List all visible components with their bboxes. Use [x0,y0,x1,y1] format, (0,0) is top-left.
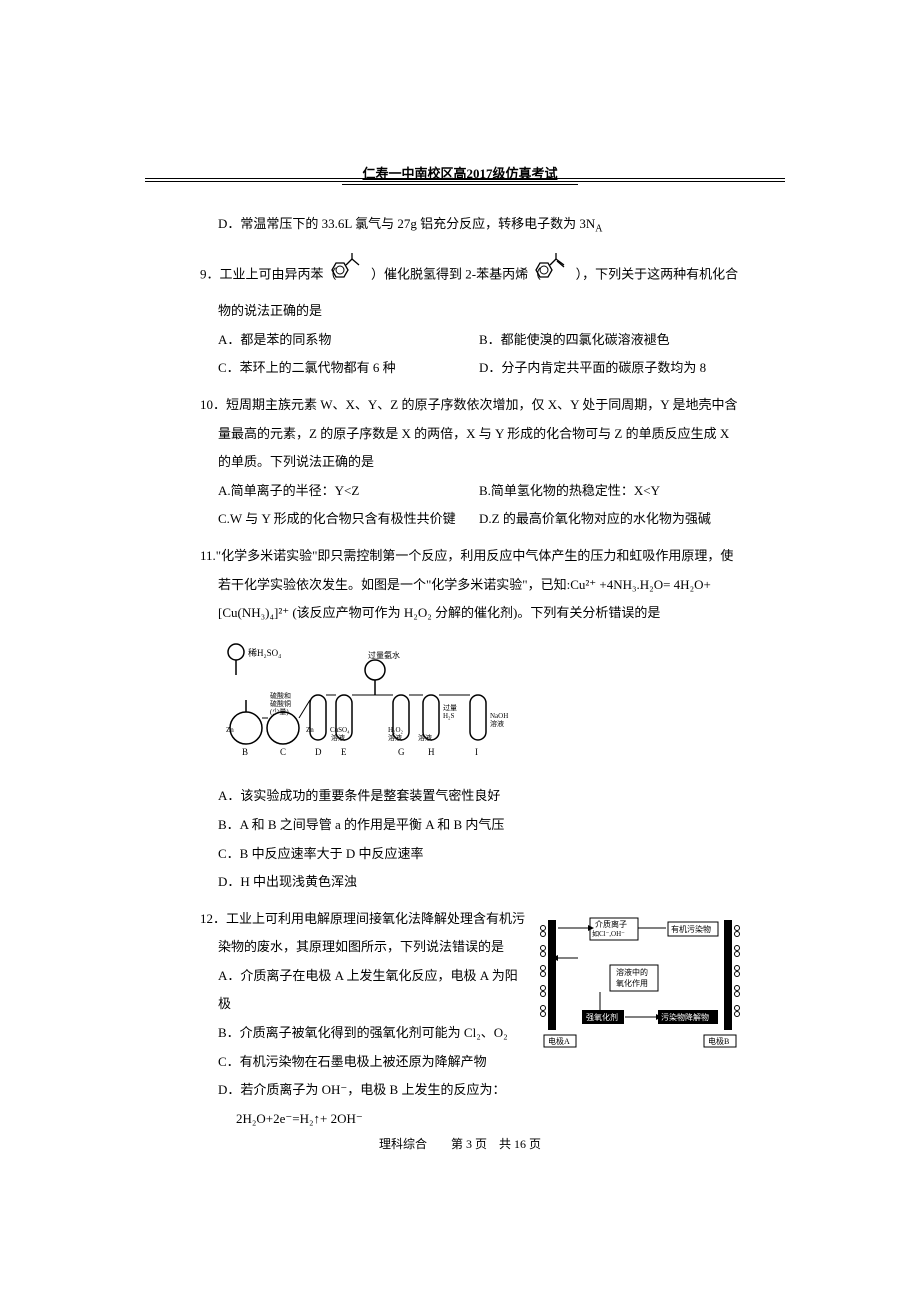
svg-text:CuSO₄: CuSO₄ [330,726,350,734]
svg-text:过量氨水: 过量氨水 [368,650,400,660]
q9-stem: 9．工业上可由异丙苯（ ）催化脱氢得到 2-苯基丙烯（ [218,253,740,298]
q11-num: 11. [200,548,216,563]
q10-optB: B.简单氢化物的热稳定性：X<Y [479,477,740,506]
phenylpropene-icon [546,253,570,298]
electrolysis-icon: 电极A 电极B 介质离子 如Cl⁻,OH⁻ [540,910,740,1050]
q11-optC: C．B 中反应速率大于 D 中反应速率 [218,840,740,869]
q10-optA: A.简单离子的半径：Y<Z [218,477,479,506]
svg-text:介质离子: 介质离子 [595,919,627,929]
q9-options: A．都是苯的同系物 B．都能使溴的四氯化碳溶液褪色 C．苯环上的二氯代物都有 6… [218,326,740,383]
q12-optD-eq: 2H₂O+2e⁻=H₂↑+ 2OH⁻ [236,1105,740,1134]
svg-text:溶液: 溶液 [490,719,504,728]
q9-stem-cont: 物的说法正确的是 [218,297,740,326]
svg-text:Zn: Zn [306,726,314,734]
q9-stem1: 工业上可由异丙苯（ [220,266,337,281]
isopropylbenzene-icon [342,253,366,298]
svg-text:电极B: 电极B [708,1036,729,1046]
question-10: 10．短周期主族元素 W、X、Y、Z 的原子序数依次增加，仅 X、Y 处于同周期… [200,391,740,534]
q9-num: 9． [200,266,220,281]
svg-text:H₂O₂: H₂O₂ [388,726,404,734]
q11-optA: A．该实验成功的重要条件是整套装置气密性良好 [218,782,740,811]
svg-text:溶液: 溶液 [418,733,432,742]
svg-text:溶液: 溶液 [388,733,402,742]
q10-optD: D.Z 的最高价氧化物对应的水化物为强碱 [479,505,740,534]
domino-apparatus-icon: 稀H₂SO₄ Zn B 硫酸和 硫酸铜 (少量) C Zn D CuSO₄ 溶 [218,640,528,760]
header-rule-2 [145,181,785,182]
footer-text: 理科综合 第 3 页 共 16 页 [379,1137,541,1151]
svg-text:E: E [341,747,347,757]
apparatus-diagram: 稀H₂SO₄ Zn B 硫酸和 硫酸铜 (少量) C Zn D CuSO₄ 溶 [218,640,740,771]
svg-text:强氧化剂: 强氧化剂 [586,1012,618,1022]
svg-text:硫酸铜: 硫酸铜 [270,699,291,708]
q8-option-d: D．常温常压下的 33.6L 氯气与 27g 铝充分反应，转移电子数为 3NA [218,210,740,241]
svg-text:(少量): (少量) [270,708,289,716]
q11-stem-text: "化学多米诺实验"即只需控制第一个反应，利用反应中气体产生的压力和虹吸作用原理，… [216,548,734,620]
svg-text:H₂S: H₂S [443,712,454,720]
svg-text:污染物降解物: 污染物降解物 [661,1012,709,1022]
q12-optD-pre: D．若介质离子为 OH⁻，电极 B 上发生的反应为： [218,1076,740,1105]
content-area: D．常温常压下的 33.6L 氯气与 27g 铝充分反应，转移电子数为 3NA … [200,210,740,1133]
q11-stem: 11."化学多米诺实验"即只需控制第一个反应，利用反应中气体产生的压力和虹吸作用… [218,542,740,628]
q10-num: 10． [200,397,226,412]
question-12: 电极A 电极B 介质离子 如Cl⁻,OH⁻ [200,905,740,1134]
svg-text:C: C [280,747,286,757]
q9-optA: A．都是苯的同系物 [218,326,479,355]
svg-text:氧化作用: 氧化作用 [616,978,648,988]
q10-stem: 10．短周期主族元素 W、X、Y、Z 的原子序数依次增加，仅 X、Y 处于同周期… [218,391,740,477]
svg-text:如Cl⁻,OH⁻: 如Cl⁻,OH⁻ [592,929,625,938]
q10-optC: C.W 与 Y 形成的化合物只含有极性共价键 [218,505,479,534]
q9-optB: B．都能使溴的四氯化碳溶液褪色 [479,326,740,355]
svg-text:NaOH: NaOH [490,712,508,720]
svg-text:D: D [315,747,322,757]
svg-text:电极A: 电极A [548,1036,570,1046]
q8-optD-text: D．常温常压下的 33.6L 氯气与 27g 铝充分反应，转移电子数为 3N [218,216,595,231]
page-footer: 理科综合 第 3 页 共 16 页 [0,1135,920,1152]
header-rule-1 [145,178,785,179]
svg-text:B: B [242,747,248,757]
q11-optD: D．H 中出现浅黄色浑浊 [218,868,740,897]
question-9: 9．工业上可由异丙苯（ ）催化脱氢得到 2-苯基丙烯（ [200,253,740,383]
svg-text:溶液中的: 溶液中的 [616,967,648,977]
question-11: 11."化学多米诺实验"即只需控制第一个反应，利用反应中气体产生的压力和虹吸作用… [200,542,740,897]
q12-stem-text: 工业上可利用电解原理间接氧化法降解处理含有机污染物的废水，其原理如图所示，下列说… [218,911,525,955]
svg-text:G: G [398,747,405,757]
q10-options: A.简单离子的半径：Y<Z B.简单氢化物的热稳定性：X<Y C.W 与 Y 形… [218,477,740,534]
svg-text:I: I [475,747,478,757]
q12-num: 12． [200,911,226,926]
svg-text:稀H₂SO₄: 稀H₂SO₄ [248,647,281,658]
q11-options: A．该实验成功的重要条件是整套装置气密性良好 B．A 和 B 之间导管 a 的作… [218,782,740,896]
svg-text:H: H [428,747,435,757]
svg-text:Zn: Zn [226,726,234,734]
q9-optD: D．分子内肯定共平面的碳原子数均为 8 [479,354,740,383]
electrolysis-diagram: 电极A 电极B 介质离子 如Cl⁻,OH⁻ [540,910,740,1061]
q11-optB: B．A 和 B 之间导管 a 的作用是平衡 A 和 B 内气压 [218,811,740,840]
svg-text:硫酸和: 硫酸和 [270,691,291,700]
q10-stem-text: 短周期主族元素 W、X、Y、Z 的原子序数依次增加，仅 X、Y 处于同周期，Y … [218,397,737,469]
q9-optC: C．苯环上的二氯代物都有 6 种 [218,354,479,383]
q9-stem3: ），下列关于这两种有机化合 [576,266,739,281]
svg-text:有机污染物: 有机污染物 [671,924,711,934]
q8-sub: A [595,224,602,235]
q9-stem2: ）催化脱氢得到 2-苯基丙烯（ [371,266,541,281]
svg-text:溶液: 溶液 [331,733,345,742]
svg-text:过量: 过量 [443,703,457,712]
